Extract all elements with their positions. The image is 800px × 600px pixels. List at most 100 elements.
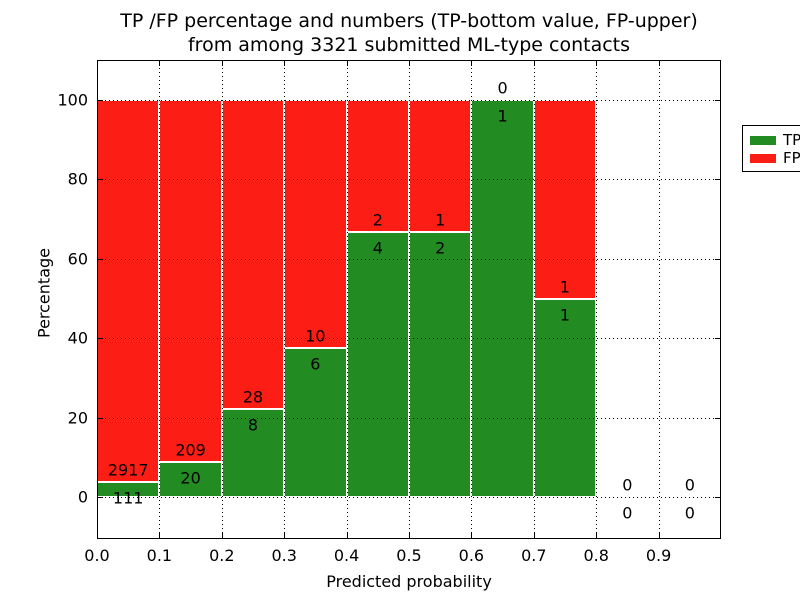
fp-bar [533,100,597,299]
x-gridline [409,60,410,539]
tp-bar [471,100,534,497]
x-tick-top [284,60,286,66]
fp-count-label: 0 [497,78,508,98]
y-tick-label: 100 [57,90,88,110]
x-tick-label: 0.6 [458,546,485,565]
chart-title-line-2: from among 3321 submitted ML-type contac… [187,34,631,56]
tp-count-label: 20 [180,468,201,488]
x-tick-bottom [471,533,473,539]
y-tick-left [97,179,103,181]
x-tick-label: 0.3 [271,546,297,565]
fp-bar [159,100,222,463]
x-tick-top [221,60,223,66]
y-tick-left [97,496,103,498]
x-gridline [596,60,598,539]
x-tick-label: 0.5 [396,546,422,565]
tp-bar [284,348,347,497]
x-tick-top [159,60,161,66]
fp-bar [221,100,285,409]
x-tick-label: 0.0 [84,546,110,565]
x-tick-bottom [159,533,161,539]
x-tick-label: 0.7 [521,546,547,565]
x-tick-bottom [346,533,348,539]
x-gridline [471,60,473,539]
fp-count-label: 1 [559,277,571,296]
x-axis-label: Predicted probability [326,572,492,591]
x-tick-bottom [284,533,286,539]
tp-count-label: 1 [497,106,508,126]
tp-count-label: 6 [310,354,321,374]
x-tick-top [471,60,473,66]
fp-count-label: 2917 [107,460,149,480]
tp-count-label: 111 [112,488,144,508]
chart-title-line-1: TP /FP percentage and numbers (TP-bottom… [120,10,698,32]
tp-count-label: 0 [622,503,633,523]
x-tick-bottom [596,533,598,539]
x-tick-top [97,60,98,66]
legend-item-fp: FP [750,149,800,167]
fp-count-label: 209 [175,440,206,460]
y-tick-left [97,338,103,340]
fp-count-label: 0 [622,475,633,495]
x-tick-top [409,60,410,66]
x-gridline [346,60,348,539]
tp-count-label: 1 [559,305,571,324]
x-tick-label: 0.9 [645,546,672,565]
fp-count-label: 1 [435,210,446,230]
x-gridline [533,60,535,539]
tp-legend-swatch [750,135,776,145]
x-tick-bottom [409,533,410,539]
fp-bar [409,100,472,233]
x-gridline [284,60,286,539]
y-tick-left [97,100,103,102]
y-tick-right [715,179,721,181]
y-tick-right [715,417,721,419]
fp-count-label: 28 [242,387,264,407]
tp-count-label: 4 [372,238,383,258]
fp-count-label: 2 [372,210,383,230]
y-tick-right [715,338,721,340]
fp-count-label: 0 [684,475,695,495]
x-tick-bottom [658,533,660,539]
y-tick-right [715,258,721,260]
y-tick-label: 60 [67,249,88,269]
fp-count-label: 10 [305,326,326,346]
tp-count-label: 8 [247,415,259,435]
x-tick-label: 0.1 [146,546,173,565]
y-tick-label: 40 [67,328,88,348]
y-tick-label: 80 [67,169,88,189]
x-tick-bottom [97,533,98,539]
tp-bar [159,462,222,497]
x-tick-top [533,60,535,66]
x-gridline [221,60,223,539]
x-tick-top [346,60,348,66]
x-gridline [159,60,161,539]
y-tick-left [97,258,103,260]
tp-bar [533,298,597,497]
fp-legend-label: FP [783,148,800,167]
tp-count-label: 0 [684,503,695,523]
x-gridline [658,60,660,539]
plot-area: TP FP 2917 111 209 20 28 8 10 6 2 4 1 2 0 1 1 1 0 0 0 0 [97,60,800,539]
x-tick-label: 0.2 [209,546,235,565]
x-tick-bottom [221,533,223,539]
y-tick-right [715,496,721,498]
y-tick-label: 20 [67,408,88,428]
y-tick-left [97,417,103,419]
tp-count-label: 2 [435,238,446,258]
fp-bar [97,100,160,483]
fp-bar [284,100,347,349]
x-tick-label: 0.8 [583,546,609,565]
chart-title: TP /FP percentage and numbers (TP-bottom… [97,9,721,57]
x-tick-label: 0.4 [333,546,360,565]
tp-bar [409,232,472,497]
x-tick-bottom [533,533,535,539]
y-tick-label: 0 [77,487,88,507]
legend-item-tp: TP [750,131,800,149]
y-tick-right [715,100,721,102]
x-tick-top [658,60,660,66]
tp-legend-label: TP [783,130,800,149]
fp-legend-swatch [750,153,776,163]
legend: TP FP [742,125,800,172]
